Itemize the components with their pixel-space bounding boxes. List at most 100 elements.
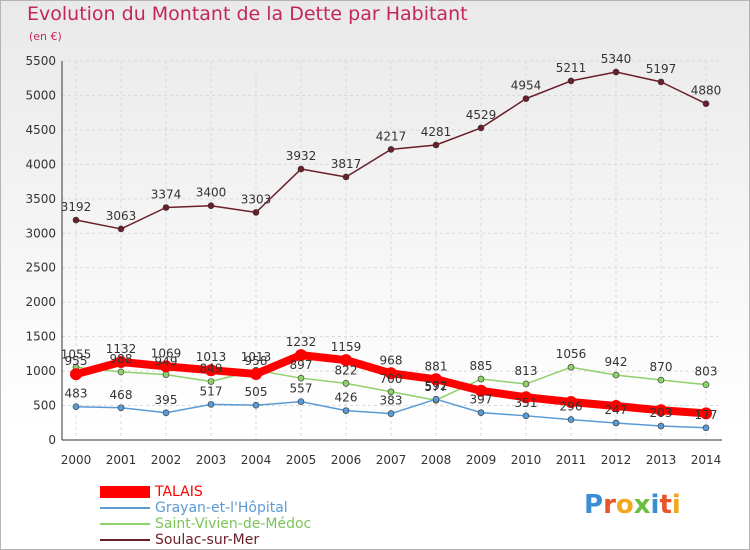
logo-letter: t	[659, 490, 672, 520]
data-label-soulac: 3374	[151, 188, 182, 202]
data-label-soulac: 3817	[331, 157, 362, 171]
data-point-soulac	[342, 173, 350, 181]
data-label-grayan: 483	[65, 387, 88, 401]
x-tick-label: 2008	[421, 453, 452, 467]
data-label-talais: 1013	[196, 350, 227, 364]
data-label-grayan: 247	[605, 403, 628, 417]
data-label-grayan: 177	[695, 408, 718, 422]
x-tick-label: 2000	[61, 453, 92, 467]
data-label-saint-vivien: 988	[110, 352, 133, 366]
y-tick-label: 4000	[25, 157, 56, 171]
y-tick-label: 5500	[25, 54, 56, 68]
data-point-talais	[70, 368, 82, 381]
x-tick-label: 2009	[466, 453, 497, 467]
data-label-soulac: 4880	[691, 84, 722, 98]
data-point-grayan	[702, 424, 710, 432]
legend-swatch-talais	[100, 486, 150, 498]
data-point-soulac	[567, 77, 575, 85]
data-label-grayan: 395	[155, 393, 178, 407]
legend-swatch-soulac	[100, 539, 150, 541]
data-point-soulac	[162, 204, 170, 211]
data-point-grayan	[522, 412, 530, 420]
data-point-grayan	[477, 409, 485, 416]
x-tick-label: 2004	[241, 453, 272, 467]
data-label-soulac: 3192	[61, 200, 92, 214]
data-point-saint-vivien	[297, 374, 305, 382]
logo-letter: r	[603, 490, 616, 520]
data-point-talais	[160, 360, 172, 373]
logo-letter: x	[633, 490, 651, 520]
data-label-soulac: 4281	[421, 125, 452, 139]
legend-item-grayan: Grayan-et-l'Hôpital	[100, 500, 400, 517]
data-point-soulac	[522, 95, 530, 102]
y-tick-label: 4500	[25, 123, 56, 137]
logo-letter: i	[671, 490, 681, 520]
y-tick-label: 3000	[25, 226, 56, 240]
x-tick-label: 2007	[376, 453, 407, 467]
data-point-talais	[700, 407, 712, 420]
data-point-talais	[655, 404, 667, 417]
data-label-saint-vivien: 949	[155, 355, 178, 369]
chart-unit-label: (en €)	[29, 30, 62, 43]
y-tick-label: 1500	[25, 330, 56, 344]
data-point-soulac	[252, 209, 260, 216]
data-label-talais: 881	[425, 359, 448, 373]
data-label-soulac: 3400	[196, 186, 227, 200]
data-point-soulac	[72, 216, 80, 224]
data-point-talais	[430, 373, 442, 386]
data-point-talais	[250, 367, 262, 380]
data-point-soulac	[477, 124, 485, 132]
data-point-saint-vivien	[207, 378, 215, 385]
data-label-grayan: 505	[245, 385, 268, 399]
data-label-saint-vivien: 849	[200, 361, 223, 375]
legend-label-talais: TALAIS	[155, 484, 203, 500]
data-point-saint-vivien	[612, 371, 620, 379]
data-label-saint-vivien: 813	[515, 364, 538, 378]
data-label-talais: 958	[245, 354, 268, 368]
legend-label-saint-vivien: Saint-Vivien-de-Médoc	[155, 516, 312, 532]
data-label-soulac: 3303	[241, 192, 272, 206]
data-point-talais	[610, 400, 622, 413]
data-point-talais	[565, 395, 577, 408]
legend-swatch-saint-vivien	[100, 523, 150, 525]
proxiti-logo: Proxiti	[584, 490, 681, 520]
chart-title: Evolution du Montant de la Dette par Hab…	[27, 3, 468, 25]
data-point-saint-vivien	[387, 388, 395, 396]
data-point-saint-vivien	[117, 368, 125, 376]
legend-label-grayan: Grayan-et-l'Hôpital	[155, 500, 288, 516]
data-point-soulac	[117, 225, 125, 233]
data-label-talais: 955	[65, 354, 88, 368]
data-label-saint-vivien: 942	[605, 355, 628, 369]
data-point-saint-vivien	[162, 371, 170, 378]
data-point-soulac	[207, 202, 215, 210]
data-point-grayan	[297, 398, 305, 405]
x-tick-label: 2010	[511, 453, 542, 467]
data-label-saint-vivien: 885	[470, 359, 493, 373]
x-tick-label: 2012	[601, 453, 632, 467]
y-tick-label: 0	[48, 433, 56, 447]
legend-swatch-grayan	[100, 507, 150, 509]
data-point-talais	[205, 364, 217, 377]
logo-letter: o	[615, 490, 634, 520]
data-label-talais: 1232	[286, 335, 317, 349]
legend-item-saint-vivien: Saint-Vivien-de-Médoc	[100, 516, 400, 533]
data-label-soulac: 4954	[511, 79, 542, 93]
x-tick-label: 2011	[556, 453, 587, 467]
data-label-saint-vivien: 1013	[241, 350, 272, 364]
y-tick-label: 1000	[25, 364, 56, 378]
data-point-grayan	[207, 401, 215, 408]
data-point-talais	[340, 354, 352, 367]
legend-label-soulac: Soulac-sur-Mer	[155, 532, 260, 548]
data-point-talais	[385, 367, 397, 380]
data-point-talais	[475, 384, 487, 397]
data-label-grayan: 397	[470, 393, 493, 407]
data-point-talais	[295, 349, 307, 362]
data-label-soulac: 5211	[556, 61, 587, 75]
data-label-soulac: 3063	[106, 209, 137, 223]
y-tick-label: 5000	[25, 88, 56, 102]
data-label-talais: 1069	[151, 346, 182, 360]
x-tick-label: 2005	[286, 453, 317, 467]
data-point-soulac	[432, 141, 440, 149]
data-label-soulac: 4217	[376, 129, 407, 143]
